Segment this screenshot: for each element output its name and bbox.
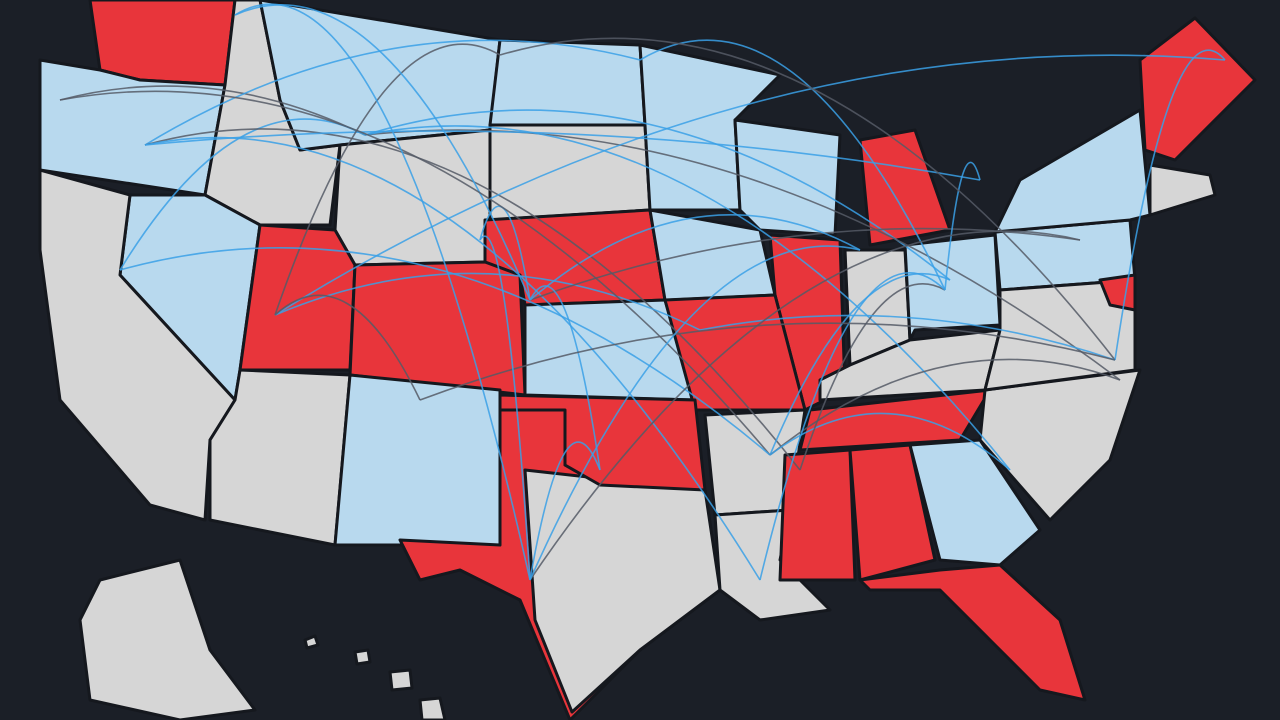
flow-arc (944, 161, 981, 291)
flow-arc (274, 43, 501, 316)
flow-arc (144, 39, 641, 146)
state (978, 368, 1142, 522)
flow-arc (144, 130, 981, 181)
flow-arc (529, 245, 861, 581)
flow-arcs (59, 3, 1226, 581)
flow-arc (769, 272, 951, 456)
state (333, 373, 502, 547)
state (848, 443, 937, 582)
flow-arc (529, 230, 1081, 581)
flow-arc (144, 128, 801, 471)
state (903, 233, 1002, 342)
state (908, 438, 1042, 567)
state (778, 448, 857, 582)
state (78, 558, 257, 720)
state (1098, 273, 1137, 312)
state (348, 260, 527, 397)
flow-arc (119, 247, 771, 456)
flow-arc (234, 3, 531, 581)
flow-arc (1114, 49, 1226, 361)
flow-arc (529, 285, 601, 471)
flow-arc (59, 85, 366, 136)
flow-arc (479, 235, 531, 581)
flow-arc (274, 54, 1226, 316)
state (488, 123, 652, 222)
state (1148, 163, 1217, 217)
flow-arc (419, 322, 1116, 401)
state (38, 168, 237, 522)
state (1138, 16, 1257, 162)
flow-arc (529, 214, 861, 301)
flow-arc (144, 136, 761, 581)
flow-arc (639, 39, 946, 291)
state (353, 648, 372, 666)
state (388, 668, 414, 692)
state (333, 128, 492, 267)
state (858, 128, 952, 247)
state (418, 696, 447, 720)
state (238, 223, 357, 372)
flow-arc (364, 109, 951, 281)
state (858, 563, 1087, 702)
flow-arc (499, 37, 1116, 361)
flow-arc (274, 294, 421, 401)
state (733, 118, 842, 237)
flow-arc (699, 314, 1116, 361)
flow-arc (759, 272, 946, 581)
flow-arc (274, 272, 701, 331)
flow-arc (364, 129, 1121, 381)
state (303, 634, 320, 650)
flow-arc (364, 125, 1011, 471)
state (498, 393, 707, 492)
states (38, 0, 1257, 720)
flow-arc (529, 441, 601, 581)
